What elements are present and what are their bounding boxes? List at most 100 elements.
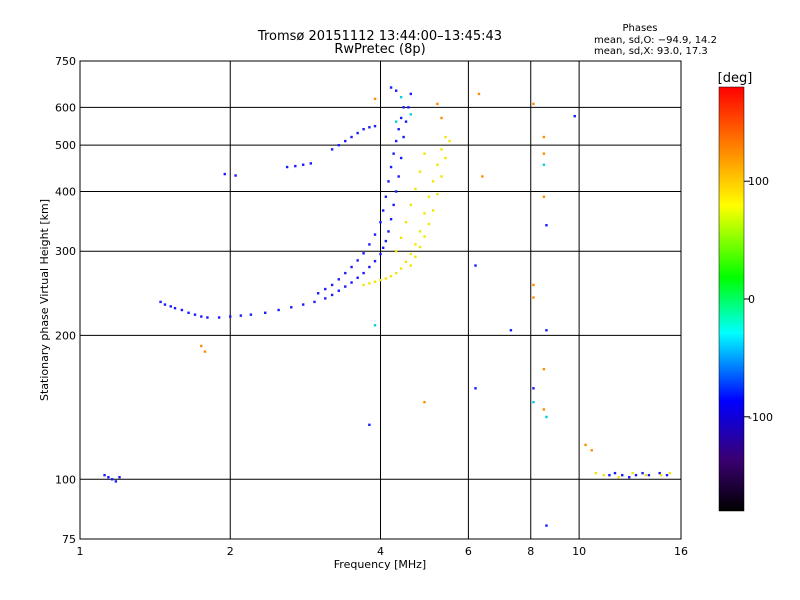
data-point [444, 135, 447, 139]
data-point [368, 282, 371, 285]
data-point [350, 135, 353, 139]
data-point [337, 289, 341, 292]
data-point [448, 139, 451, 143]
data-point [379, 278, 382, 282]
data-point [542, 152, 546, 155]
data-point [418, 230, 422, 233]
data-point [423, 400, 426, 404]
data-point [584, 443, 587, 447]
data-point [277, 308, 280, 312]
x-tick-label: 10 [572, 545, 586, 558]
data-point [402, 106, 405, 109]
data-point [634, 473, 638, 477]
x-tick-label: 16 [674, 545, 688, 558]
data-point [617, 476, 620, 479]
data-point [344, 285, 347, 288]
data-point [628, 476, 631, 479]
data-point [187, 311, 190, 314]
chart-subtitle: RwPretec (8p) [334, 42, 425, 57]
data-point [431, 209, 435, 212]
data-point [330, 148, 334, 151]
data-point [389, 86, 393, 89]
grid-lines [80, 61, 681, 539]
data-point [474, 387, 477, 390]
data-point [392, 203, 395, 207]
data-point [229, 315, 232, 318]
data-point [301, 163, 305, 166]
data-point [545, 329, 548, 332]
data-point [163, 303, 167, 306]
data-point [344, 271, 347, 275]
data-point [330, 293, 334, 297]
data-point [389, 165, 393, 169]
data-point [545, 224, 548, 227]
data-point [394, 271, 398, 275]
stats-line-x: mean, sd,X: 93.0, 17.3 [594, 46, 708, 57]
data-point [542, 195, 546, 198]
chart-title: Tromsø 20151112 13:44:00–13:45:43 [257, 29, 502, 44]
data-point [427, 222, 431, 226]
data-point [381, 246, 385, 249]
data-point [362, 127, 365, 131]
colorbar [718, 86, 745, 512]
data-point [647, 473, 651, 477]
data-point [477, 92, 481, 96]
data-point [532, 283, 535, 287]
data-point [436, 163, 439, 166]
data-point [110, 478, 114, 481]
data-point [659, 473, 663, 477]
data-point [249, 313, 253, 316]
data-point [313, 300, 316, 304]
colorbar-tick-label: -100 [748, 411, 773, 424]
x-tick-label: 8 [527, 545, 534, 558]
data-point [389, 218, 393, 221]
data-point [423, 212, 426, 215]
data-point [594, 471, 598, 475]
data-point [608, 473, 611, 477]
data-point [200, 344, 203, 348]
data-point [404, 221, 408, 224]
data-point [350, 265, 353, 269]
data-point [427, 195, 431, 198]
data-point [399, 95, 403, 99]
data-point [285, 165, 289, 169]
data-point [368, 243, 371, 246]
data-point [392, 152, 395, 155]
data-point [423, 152, 426, 155]
data-point [294, 164, 297, 168]
data-point [532, 102, 535, 106]
stats-line-o: mean, sd,O: −94.9, 14.2 [594, 35, 717, 46]
data-point [384, 277, 388, 280]
data-point [394, 250, 398, 253]
data-point [404, 260, 408, 264]
data-point [397, 127, 400, 131]
data-point [404, 120, 408, 123]
data-point [444, 156, 447, 160]
data-point [362, 271, 365, 275]
colorbar-tick-label: 0 [748, 293, 755, 306]
data-point [234, 174, 237, 177]
data-point [379, 221, 382, 224]
data-point [602, 473, 605, 477]
x-tick-label: 2 [227, 545, 234, 558]
data-point [118, 476, 121, 479]
data-point [397, 175, 400, 178]
data-point [665, 473, 669, 477]
data-point [173, 306, 177, 310]
data-point [309, 162, 312, 165]
data-point [362, 252, 365, 255]
data-point [203, 350, 207, 353]
x-tick-label: 4 [377, 545, 384, 558]
data-point [545, 415, 548, 419]
data-point [324, 287, 327, 291]
data-point [409, 203, 412, 207]
data-point [418, 170, 422, 173]
data-point [644, 473, 647, 477]
data-point [641, 471, 644, 475]
data-point [394, 120, 398, 123]
data-point [542, 408, 546, 411]
data-point [590, 449, 593, 452]
data-point [399, 236, 403, 240]
data-point [316, 292, 320, 295]
data-point [474, 264, 477, 267]
